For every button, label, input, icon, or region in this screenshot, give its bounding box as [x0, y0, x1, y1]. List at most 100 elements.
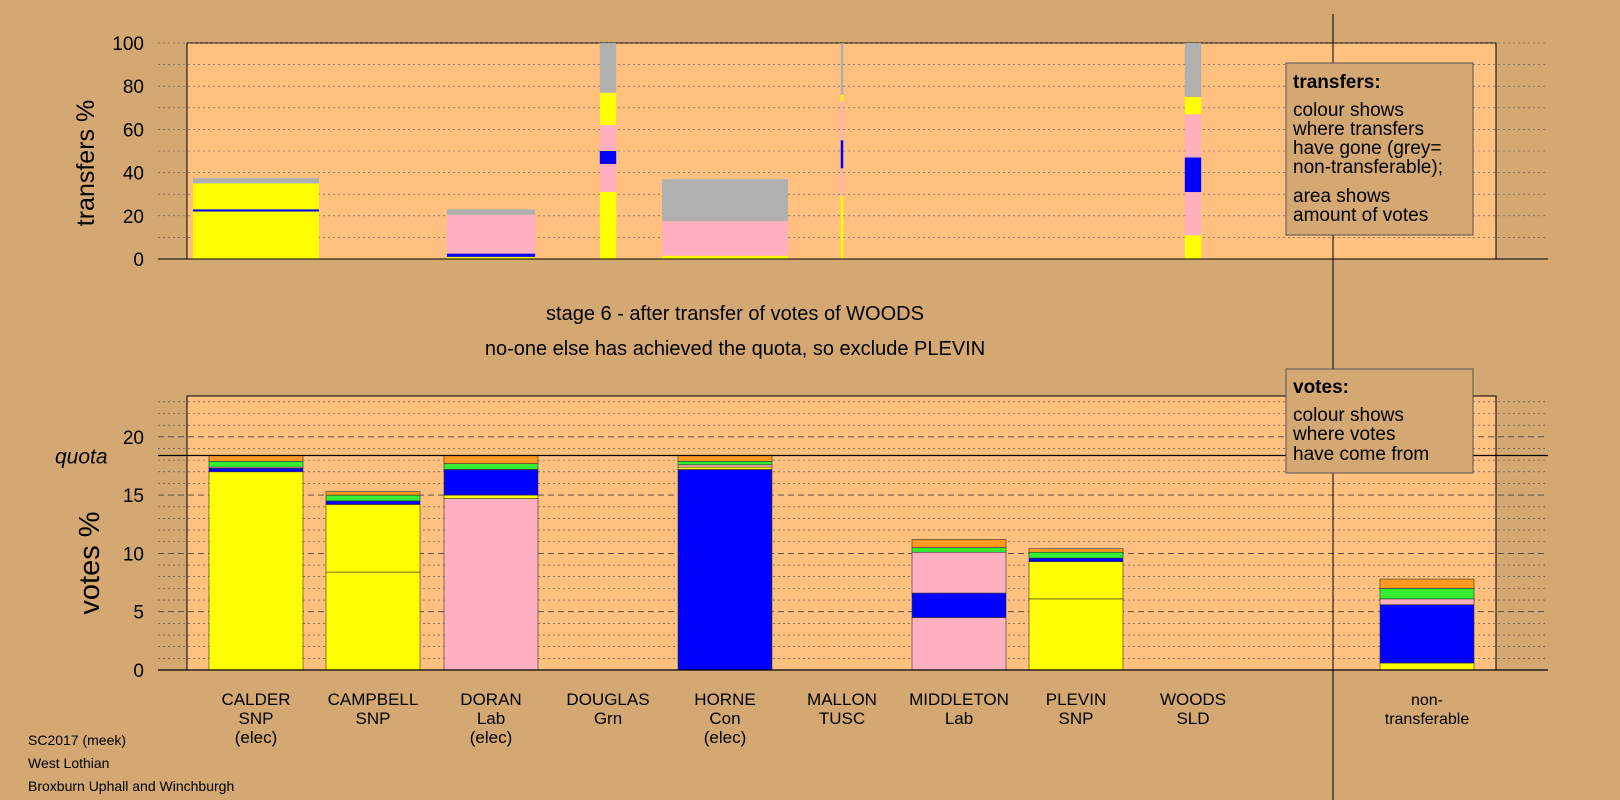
- transfer-segment: [446, 214, 536, 254]
- vote-segment: [208, 460, 304, 468]
- vote-segment: [325, 491, 421, 496]
- vote-segment: [911, 539, 1007, 548]
- vote-segment: [1379, 662, 1475, 671]
- vote-segment: [1028, 551, 1124, 559]
- transfer-segment: [1184, 97, 1202, 115]
- quota-label: quota: [55, 445, 108, 468]
- transfers-tick-label: 20: [123, 207, 144, 228]
- candidate-party-label: SNP: [239, 709, 274, 728]
- vote-segment: [1379, 598, 1475, 606]
- vote-segment: [443, 455, 539, 464]
- election-label: SC2017 (meek): [28, 732, 127, 748]
- vote-segment: [208, 455, 304, 462]
- transfer-segment: [446, 209, 536, 215]
- transfer-segment: [599, 125, 617, 151]
- votes-tick-label: 5: [133, 603, 144, 624]
- votes-legend-line: where votes: [1292, 424, 1395, 445]
- votes-legend-box: [1285, 368, 1474, 474]
- votes-tick-label: 10: [123, 544, 144, 565]
- vote-segment: [677, 460, 773, 466]
- candidate-status-label: (elec): [470, 728, 513, 747]
- transfer-segment: [840, 101, 844, 141]
- transfer-segment: [599, 92, 617, 126]
- votes-legend-line: colour shows: [1293, 405, 1404, 426]
- candidate-name-label: CALDER: [222, 690, 291, 709]
- transfer-segment: [1184, 192, 1202, 236]
- transfer-segment: [840, 168, 844, 197]
- vote-segment: [1379, 604, 1475, 664]
- candidate-party-label: Lab: [477, 709, 505, 728]
- votes-tick-label: 15: [123, 486, 144, 507]
- transfer-segment: [599, 192, 617, 259]
- candidate-party-label: SLD: [1176, 709, 1209, 728]
- candidate-name-label: MALLON: [807, 690, 877, 709]
- vote-segment: [443, 498, 539, 671]
- transfers-tick-label: 0: [133, 250, 144, 271]
- transfer-segment: [599, 151, 617, 164]
- transfer-segment: [599, 43, 617, 93]
- candidate-name-label: DOUGLAS: [566, 690, 649, 709]
- vote-segment: [208, 471, 304, 671]
- transfer-segment: [599, 163, 617, 193]
- candidate-party-label: Con: [709, 709, 740, 728]
- transfers-legend-line: have gone (grey=: [1293, 138, 1441, 159]
- transfer-segment: [840, 43, 844, 95]
- transfers-legend-line: amount of votes: [1293, 205, 1428, 226]
- vote-segment: [1028, 557, 1124, 562]
- transfers-axis-title: transfers %: [72, 100, 100, 226]
- transfers-tick-label: 80: [123, 77, 144, 98]
- vote-segment: [677, 464, 773, 468]
- candidate-name-label: MIDDLETON: [909, 690, 1009, 709]
- transfer-segment: [662, 179, 788, 222]
- transfers-tick-label: 100: [112, 34, 144, 55]
- stage-subline: no-one else has achieved the quota, so e…: [485, 338, 985, 360]
- candidate-party-label: SNP: [1059, 709, 1094, 728]
- transfer-segment: [1184, 235, 1202, 259]
- candidate-name-label: CAMPBELL: [328, 690, 419, 709]
- transfers-legend-line: where transfers: [1292, 119, 1424, 140]
- stage-headline: stage 6 - after transfer of votes of WOO…: [546, 303, 924, 325]
- candidate-name-label: WOODS: [1160, 690, 1226, 709]
- transfer-segment: [1184, 157, 1202, 193]
- vote-segment: [443, 463, 539, 470]
- transfer-segment: [1184, 43, 1202, 97]
- ward-label: Broxburn Uphall and Winchburgh: [28, 778, 235, 794]
- transfer-segment: [193, 209, 319, 212]
- votes-legend-title: votes:: [1293, 377, 1349, 398]
- vote-segment: [208, 467, 304, 473]
- vote-segment: [325, 494, 421, 502]
- candidate-party-label: SNP: [356, 709, 391, 728]
- transfer-segment: [662, 221, 788, 256]
- candidate-name-label: PLEVIN: [1046, 690, 1106, 709]
- transfer-segment: [840, 196, 844, 259]
- transfers-legend: transfers: colour shows where transfers …: [1285, 62, 1474, 236]
- transfer-segment: [446, 256, 536, 259]
- vote-segment: [325, 504, 421, 573]
- transfers-legend-line: non-transferable);: [1293, 157, 1443, 178]
- transfer-segment: [193, 211, 319, 259]
- transfer-segment: [840, 94, 844, 102]
- vote-segment: [911, 617, 1007, 671]
- vote-segment: [1028, 548, 1124, 553]
- vote-segment: [1379, 588, 1475, 600]
- vote-segment: [677, 455, 773, 462]
- vote-segment: [443, 469, 539, 496]
- vote-segment: [1028, 561, 1124, 600]
- transfer-segment: [840, 140, 844, 169]
- vote-segment: [325, 571, 421, 671]
- vote-segment: [911, 592, 1007, 618]
- candidate-party-label: Lab: [945, 709, 973, 728]
- candidate-name-label: non-: [1411, 692, 1443, 709]
- transfers-legend-line: area shows: [1293, 186, 1390, 207]
- candidate-status-label: (elec): [235, 728, 278, 747]
- votes-legend-line: have come from: [1293, 444, 1429, 465]
- candidate-party-label: TUSC: [819, 709, 865, 728]
- transfer-segment: [1184, 114, 1202, 158]
- transfer-segment: [662, 255, 788, 259]
- council-label: West Lothian: [28, 755, 110, 771]
- vote-segment: [443, 494, 539, 499]
- transfer-segment: [193, 183, 319, 210]
- vote-segment: [677, 469, 773, 671]
- candidate-party-label: transferable: [1385, 711, 1470, 728]
